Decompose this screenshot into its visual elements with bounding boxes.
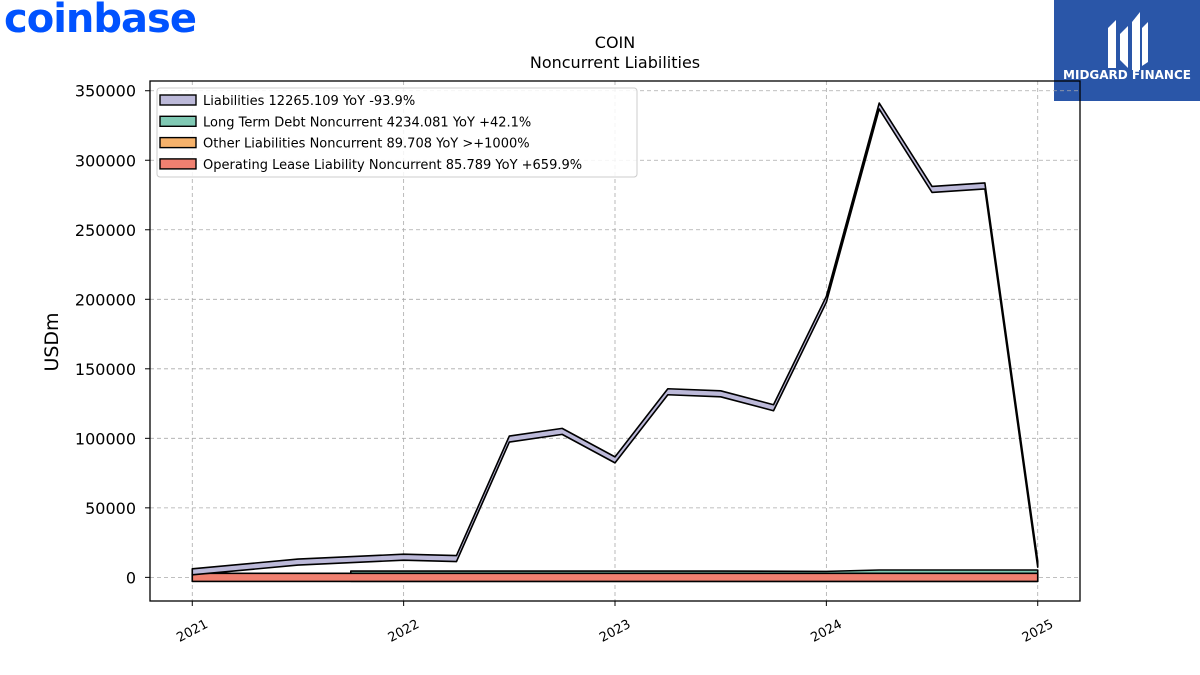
midgard-finance-logo: MIDGARD FINANCE — [1054, 0, 1200, 101]
legend-swatch — [159, 94, 197, 106]
legend-label: Operating Lease Liability Noncurrent 85.… — [203, 158, 582, 173]
legend-label: Liabilities 12265.109 YoY -93.9% — [203, 94, 415, 109]
x-tick-label: 2024 — [808, 617, 844, 646]
midgard-logo-emblem — [1054, 0, 1200, 101]
legend-swatch — [159, 158, 197, 170]
y-tick-label: 100000 — [75, 429, 136, 448]
y-tick-label: 200000 — [75, 290, 136, 309]
y-tick-label: 300000 — [75, 151, 136, 170]
series-layer — [191, 102, 1039, 583]
legend-label: Long Term Debt Noncurrent 4234.081 YoY +… — [203, 115, 531, 130]
legend: Liabilities 12265.109 YoY -93.9% Long Ter… — [156, 87, 638, 178]
y-tick-label: 350000 — [75, 82, 136, 101]
series-liabilities — [191, 102, 1039, 576]
x-tick-label: 2025 — [1020, 617, 1056, 646]
x-tick-label: 2021 — [174, 617, 210, 646]
legend-box — [156, 87, 638, 178]
y-tick-label: 50000 — [85, 499, 136, 518]
chart-title: COIN — [595, 33, 635, 52]
series-operating-lease-liability-noncurrent — [191, 572, 1039, 583]
legend-swatch — [159, 115, 197, 128]
chart-subtitle: Noncurrent Liabilities — [530, 53, 700, 72]
partner-logo-text: MIDGARD FINANCE — [1063, 68, 1191, 82]
coinbase-logo: coinbase — [4, 0, 197, 42]
y-tick-label: 0 — [126, 568, 136, 587]
x-tick-label: 2023 — [597, 617, 633, 646]
legend-label: Other Liabilities Noncurrent 89.708 YoY … — [203, 137, 530, 152]
y-axis-label: USDm — [41, 312, 63, 371]
y-tick-label: 150000 — [75, 360, 136, 379]
x-tick-label: 2022 — [386, 617, 422, 646]
y-tick-label: 250000 — [75, 221, 136, 240]
legend-swatch — [159, 136, 197, 149]
